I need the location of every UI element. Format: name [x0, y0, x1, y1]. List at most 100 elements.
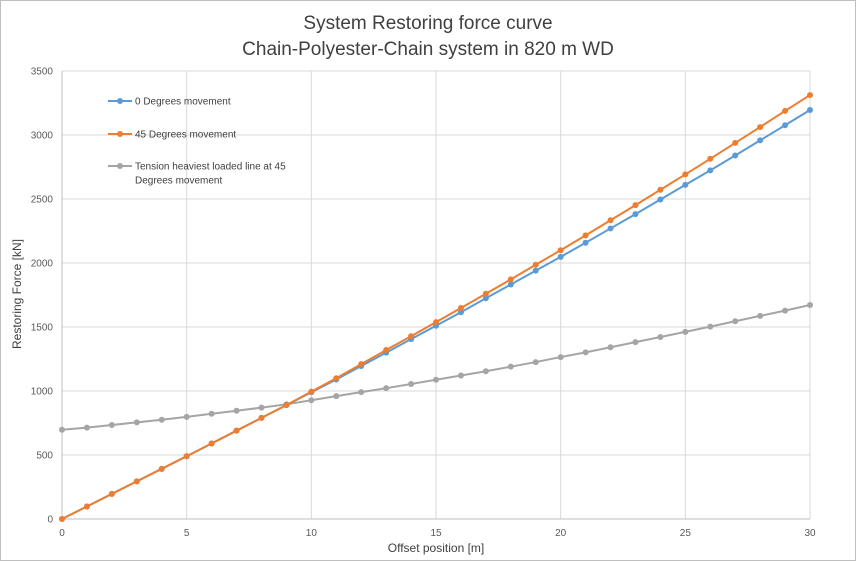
legend: 0 Degrees movement 45 Degrees movement Ten…	[108, 97, 286, 187]
data-point	[59, 516, 65, 522]
data-point	[632, 211, 639, 218]
data-point	[108, 422, 115, 429]
data-point	[59, 426, 65, 433]
data-point	[532, 261, 539, 268]
legend-label: Tension heaviest loaded line at 45	[135, 162, 286, 173]
data-point	[408, 380, 415, 387]
legend-label: 45 Degrees movement	[135, 130, 236, 141]
legend-marker-icon	[117, 98, 123, 104]
data-point	[183, 453, 190, 460]
data-point	[632, 202, 639, 209]
data-point	[457, 305, 464, 312]
data-point	[208, 410, 215, 417]
y-tick-label: 1000	[31, 387, 54, 398]
data-point	[682, 328, 689, 335]
data-point	[457, 372, 464, 379]
data-point	[532, 267, 539, 274]
data-point	[133, 478, 140, 485]
data-point	[208, 440, 215, 447]
data-point	[83, 424, 90, 431]
x-tick-label: 10	[306, 528, 318, 539]
x-tick-label: 30	[804, 528, 816, 539]
data-point	[133, 419, 140, 426]
data-point	[283, 402, 290, 409]
data-point	[807, 301, 813, 308]
data-point	[308, 388, 315, 395]
x-tick-label: 20	[555, 528, 567, 539]
data-point	[732, 318, 739, 325]
series-2	[59, 301, 813, 433]
data-point	[233, 427, 240, 434]
data-point	[732, 139, 739, 146]
axes: 0 500 1000 1500 2000 2500 3000 3500 0 5 10 15 20 25 30	[31, 67, 816, 540]
data-point	[233, 407, 240, 414]
data-point	[657, 186, 664, 193]
x-tick-label: 25	[680, 528, 692, 539]
data-point	[757, 124, 764, 131]
y-axis-label: Restoring Force [kN]	[10, 239, 24, 349]
data-point	[782, 307, 789, 314]
data-point	[682, 171, 689, 178]
y-tick-label: 3500	[31, 67, 54, 78]
data-point	[482, 295, 489, 302]
data-point	[482, 368, 489, 375]
data-point	[557, 253, 564, 260]
data-point	[607, 217, 614, 224]
y-tick-label: 3000	[31, 131, 54, 142]
data-point	[607, 225, 614, 232]
x-tick-label: 5	[184, 528, 190, 539]
data-point	[358, 361, 365, 368]
data-point	[108, 490, 115, 497]
data-point	[383, 385, 390, 392]
data-point	[807, 107, 813, 114]
data-point	[707, 155, 714, 162]
data-point	[158, 416, 165, 423]
data-point	[258, 404, 265, 411]
chart-subtitle: Chain-Polyester-Chain system in 820 m WD	[242, 39, 614, 60]
data-point	[657, 333, 664, 340]
data-point	[657, 196, 664, 203]
data-point	[507, 276, 514, 283]
legend-marker-icon	[117, 131, 123, 137]
data-point	[482, 290, 489, 297]
data-point	[682, 181, 689, 188]
data-point	[308, 397, 315, 404]
data-point	[333, 375, 340, 382]
legend-marker-icon	[117, 163, 123, 169]
data-point	[732, 152, 739, 159]
legend-label: 0 Degrees movement	[135, 97, 231, 108]
data-point	[807, 92, 813, 99]
data-point	[557, 354, 564, 361]
x-tick-label: 15	[430, 528, 442, 539]
legend-label: Degrees movement	[135, 176, 222, 187]
legend-item-1: 45 Degrees movement	[108, 130, 236, 141]
data-point	[582, 349, 589, 356]
chart-title: System Restoring force curve	[303, 13, 552, 34]
series-layer	[59, 92, 813, 522]
data-point	[83, 503, 90, 510]
data-point	[582, 239, 589, 246]
data-point	[258, 414, 265, 421]
data-point	[507, 281, 514, 288]
data-point	[582, 232, 589, 239]
data-point	[782, 122, 789, 129]
data-point	[507, 363, 514, 370]
data-point	[757, 312, 764, 319]
y-tick-label: 0	[47, 515, 53, 526]
data-point	[707, 323, 714, 330]
data-point	[408, 333, 415, 340]
x-axis-label: Offset position [m]	[388, 541, 485, 555]
data-point	[557, 247, 564, 254]
data-point	[358, 389, 365, 396]
data-point	[333, 393, 340, 400]
data-point	[757, 137, 764, 144]
y-tick-label: 1500	[31, 323, 54, 334]
data-point	[707, 167, 714, 174]
data-point	[782, 107, 789, 114]
y-tick-label: 2000	[31, 259, 54, 270]
data-point	[158, 465, 165, 472]
data-point	[433, 319, 439, 326]
data-point	[383, 347, 390, 354]
